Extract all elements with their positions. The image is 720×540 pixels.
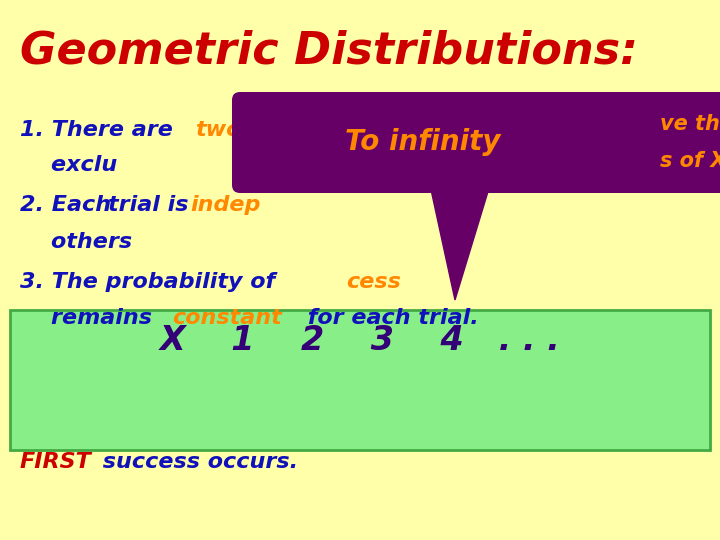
Text: Geometric Distributions:: Geometric Distributions: (20, 30, 638, 73)
Text: others: others (20, 232, 132, 252)
FancyBboxPatch shape (10, 310, 710, 450)
Text: indep: indep (190, 195, 261, 215)
Text: To infinity: To infinity (345, 129, 500, 157)
Text: ve the: ve the (660, 114, 720, 134)
Text: 3. The probability of: 3. The probability of (20, 272, 283, 292)
Polygon shape (430, 185, 490, 300)
Text: two: two (195, 120, 241, 140)
Text: exclu: exclu (20, 155, 117, 175)
Text: 1. There are: 1. There are (20, 120, 181, 140)
FancyBboxPatch shape (232, 92, 720, 193)
Text: for each trial.: for each trial. (300, 308, 479, 328)
Text: remains: remains (20, 308, 160, 328)
Text: s of X: s of X (660, 151, 720, 171)
Text: 2. Each: 2. Each (20, 195, 119, 215)
Text: FIRST: FIRST (20, 452, 91, 472)
Text: mutually: mutually (230, 120, 348, 140)
Text: cess: cess (346, 272, 401, 292)
Text: trial is: trial is (108, 195, 197, 215)
Text: constant: constant (172, 308, 282, 328)
Text: success occurs.: success occurs. (95, 452, 298, 472)
Text: X    1    2    3    4   . . .: X 1 2 3 4 . . . (160, 323, 560, 356)
